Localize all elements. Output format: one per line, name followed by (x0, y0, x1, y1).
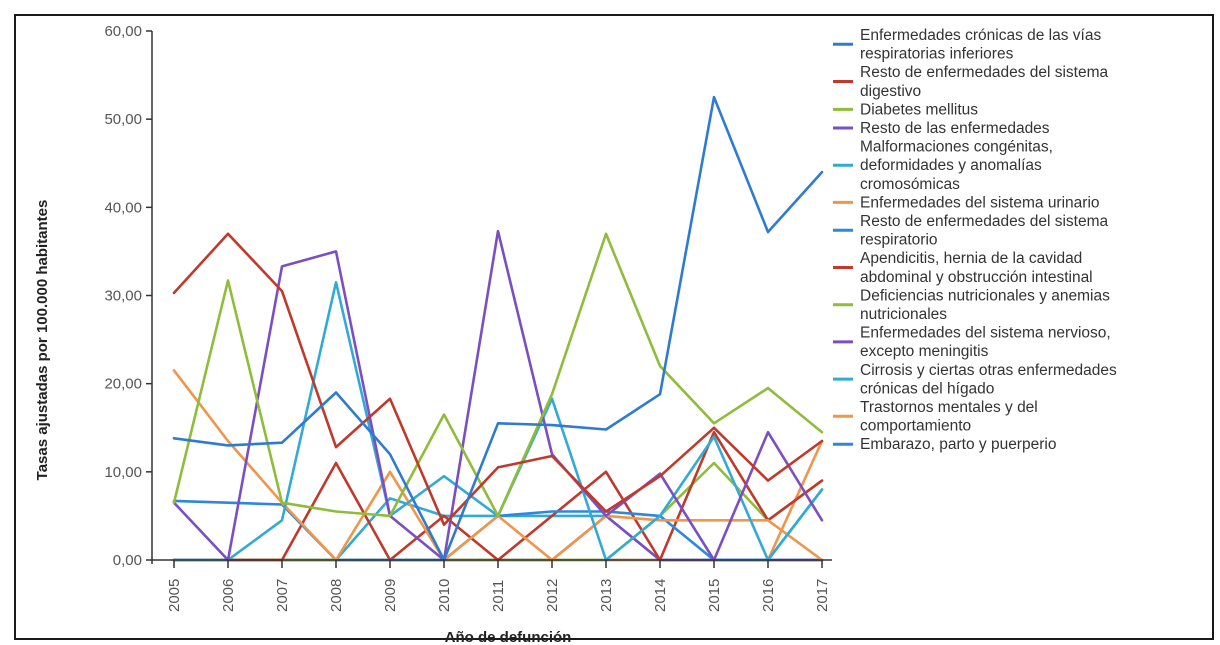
legend-label-4: Malformaciones congénitas, (860, 139, 1053, 156)
y-tick-label: 40,00 (104, 199, 142, 216)
legend-label-3: Resto de las enfermedades (860, 120, 1050, 137)
x-tick-label: 2013 (598, 579, 615, 612)
legend-label-4: deformidades y anomalías (860, 157, 1042, 174)
legend-label-4: cromosómicas (860, 176, 960, 193)
legend-label-1: digestivo (860, 83, 921, 100)
legend-label-0: Enfermedades crónicas de las vías (860, 27, 1101, 44)
series-line-7 (172, 430, 824, 562)
y-axis: 0,00 10,00 20,00 30,00 40,00 50,00 60,00 (104, 23, 153, 569)
plot-lines (172, 95, 824, 562)
x-tick-label: 2011 (490, 580, 507, 612)
legend-label-11: Trastornos mentales y del (860, 399, 1038, 416)
series-line-6 (172, 488, 824, 562)
legend-label-1: Resto de enfermedades del sistema (860, 64, 1109, 81)
x-tick-label: 2012 (544, 579, 561, 612)
x-axis-title: Año de defunción (445, 629, 572, 645)
series-line-2 (172, 232, 824, 518)
legend-label-7: Apendicitis, hernia de la cavidad (860, 250, 1082, 267)
y-tick-label: 10,00 (104, 464, 142, 481)
legend-label-5: Enfermedades del sistema urinario (860, 194, 1100, 211)
y-tick-label: 50,00 (104, 111, 142, 128)
y-tick-label: 30,00 (104, 288, 142, 305)
legend-label-10: crónicas del hígado (860, 380, 994, 397)
x-tick-label: 2006 (220, 579, 237, 612)
y-tick-label: 0,00 (113, 552, 142, 569)
legend-label-9: excepto meningitis (860, 343, 989, 360)
legend-label-0: respiratorias inferiores (860, 46, 1014, 63)
x-tick-label: 2014 (652, 579, 669, 612)
legend-label-7: abdominal y obstrucción intestinal (860, 269, 1093, 286)
x-tick-label: 2017 (814, 579, 831, 612)
chart-frame (14, 14, 1214, 640)
x-axis: 2005 2006 2007 2008 2009 2010 2011 2012 2013 2014… (152, 559, 832, 612)
x-tick-label: 2015 (706, 579, 723, 612)
legend: Enfermedades crónicas de las vías respira… (833, 27, 1117, 453)
legend-label-8: Deficiencias nutricionales y anemias (860, 287, 1110, 304)
x-tick-label: 2009 (382, 579, 399, 612)
x-tick-label: 2007 (274, 579, 291, 612)
series-line-1 (172, 232, 824, 527)
x-tick-label: 2016 (760, 579, 777, 612)
legend-label-12: Embarazo, parto y puerperio (860, 436, 1056, 453)
legend-label-11: comportamiento (860, 418, 971, 435)
legend-label-6: respiratorio (860, 232, 938, 249)
legend-label-10: Cirrosis y ciertas otras enfermedades (860, 362, 1117, 379)
y-tick-label: 20,00 (104, 376, 142, 393)
legend-label-9: Enfermedades del sistema nervioso, (860, 325, 1111, 342)
x-tick-label: 2005 (166, 579, 183, 612)
series-line-0 (172, 95, 824, 562)
x-tick-label: 2010 (436, 579, 453, 612)
series-line-8 (172, 461, 824, 562)
legend-label-6: Resto de enfermedades del sistema (860, 213, 1109, 230)
y-axis-title: Tasas ajustadas por 100.000 habitantes (34, 200, 51, 481)
series-line-9 (172, 514, 824, 562)
x-tick-label: 2008 (328, 579, 345, 612)
y-tick-label: 60,00 (104, 23, 142, 40)
legend-label-2: Diabetes mellitus (860, 101, 978, 118)
legend-label-8: nutricionales (860, 306, 947, 323)
